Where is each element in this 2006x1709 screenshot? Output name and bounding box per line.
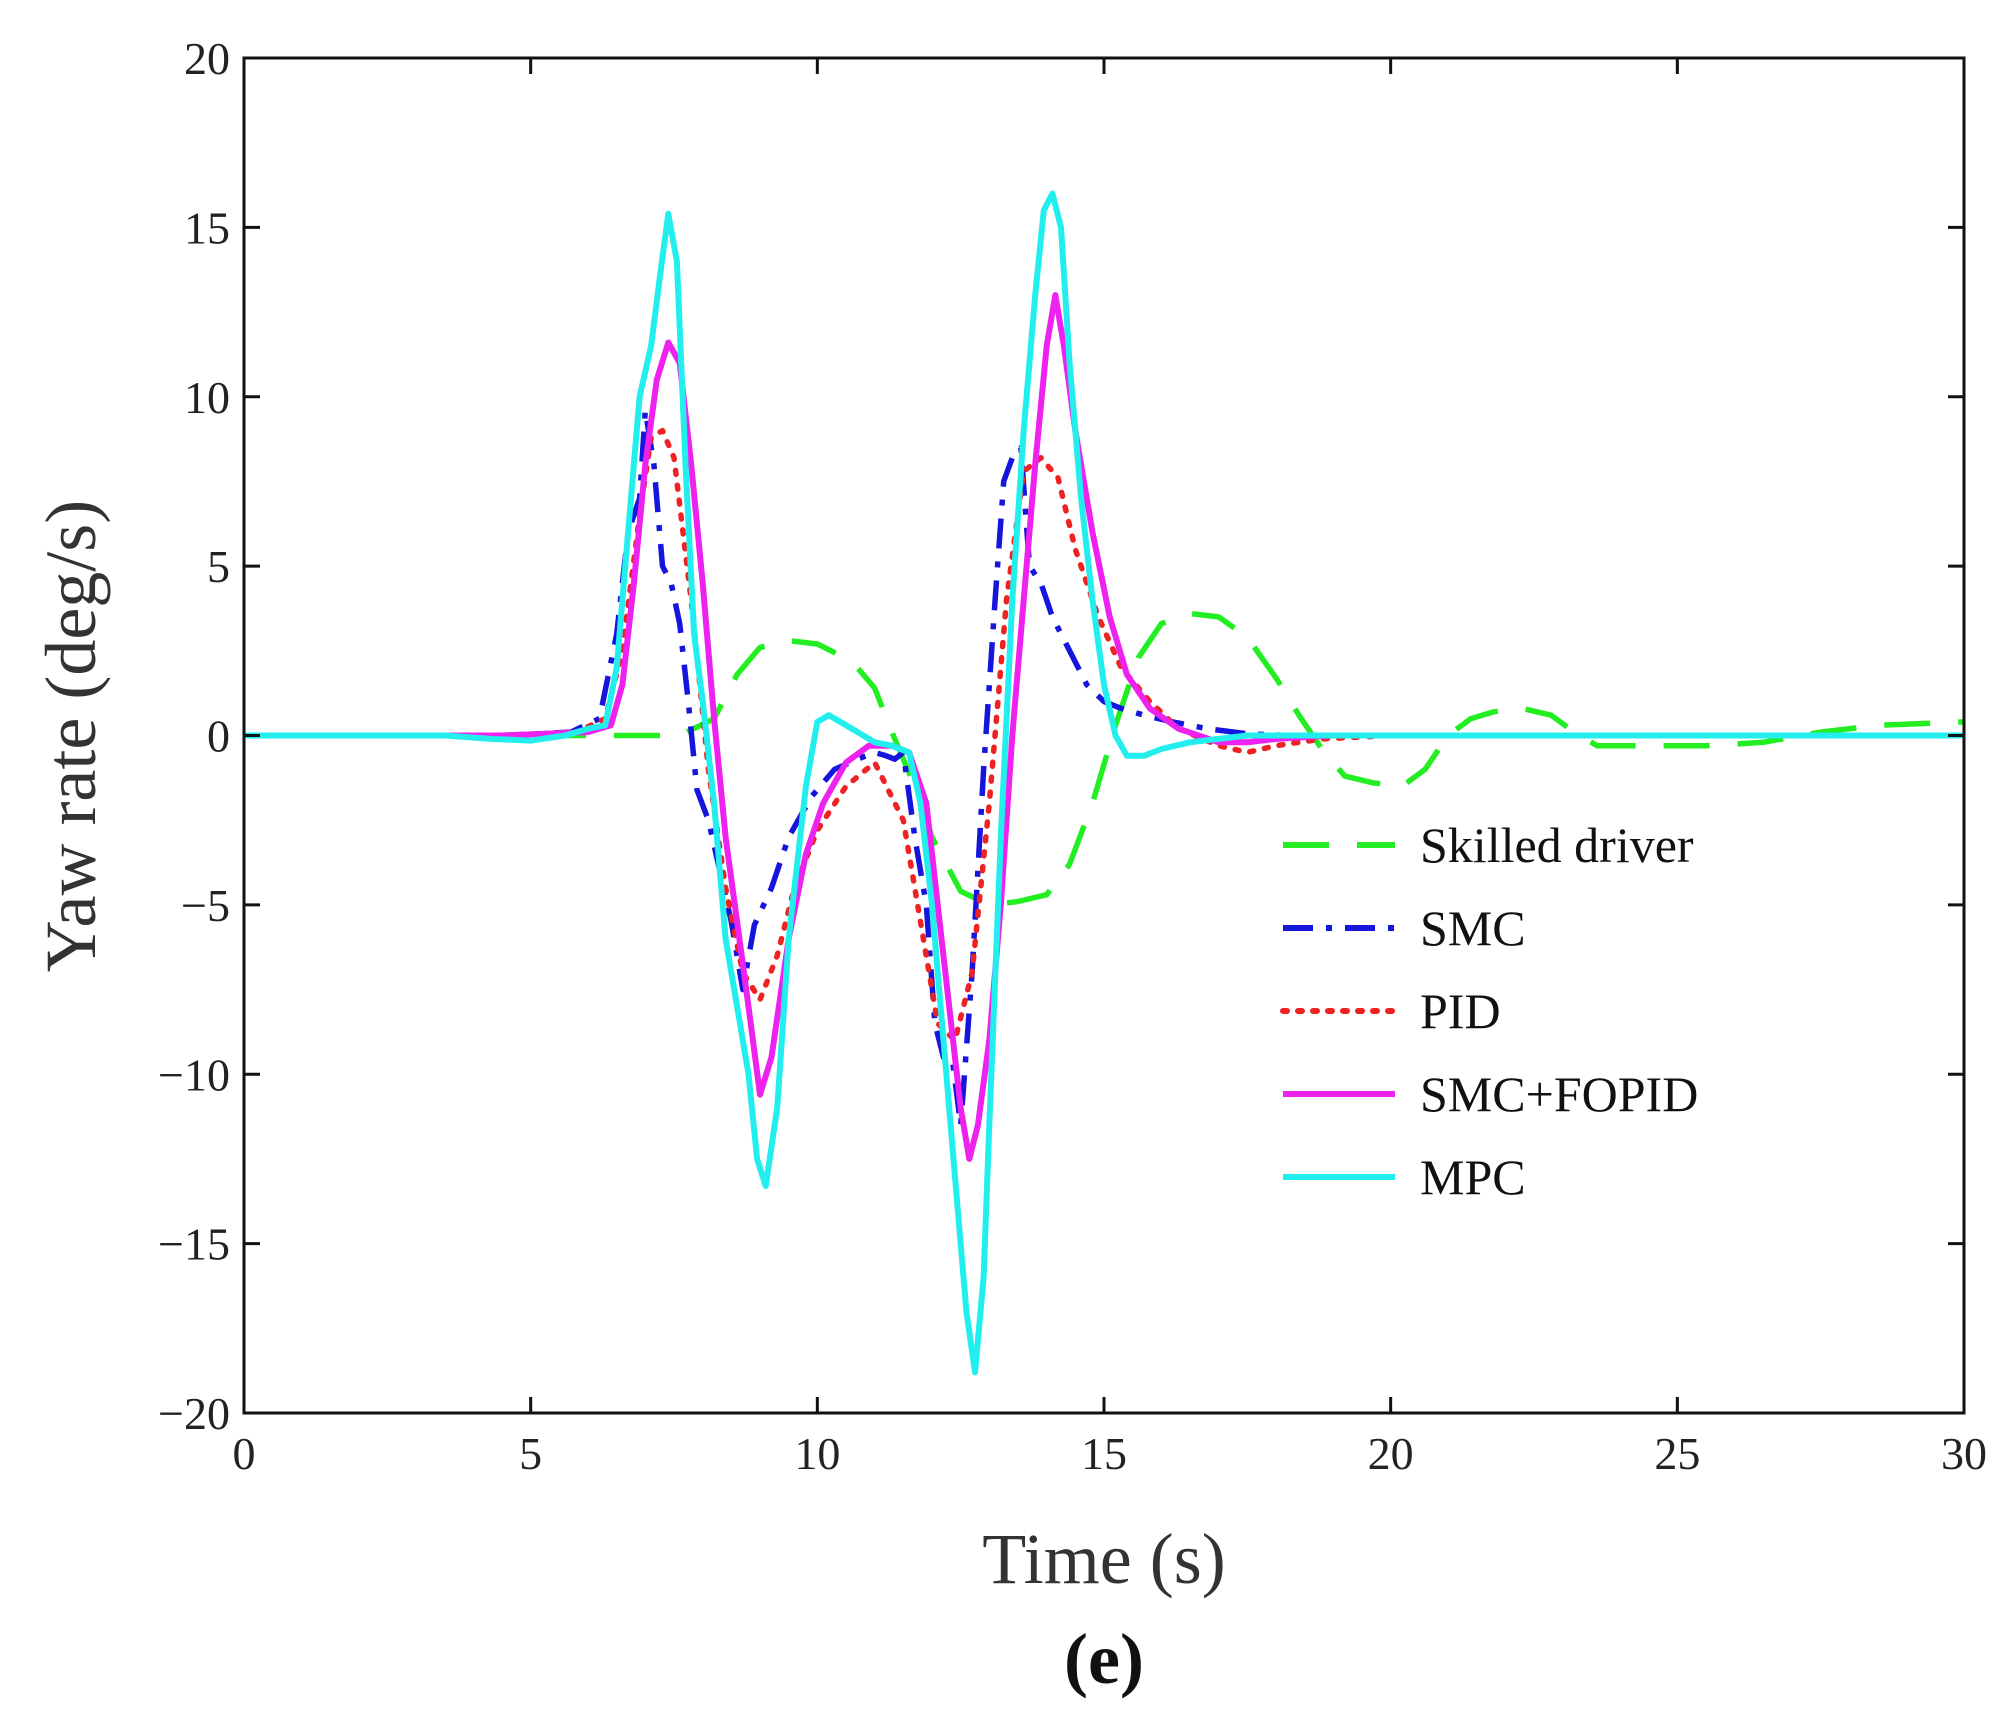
x-tick-label: 0 (233, 1428, 256, 1479)
legend-label: Skilled driver (1420, 817, 1694, 873)
y-tick-label: −20 (158, 1388, 230, 1439)
series-layer (244, 190, 1964, 1376)
y-tick-label: 5 (207, 541, 230, 592)
x-tick-label: 25 (1654, 1428, 1700, 1479)
figure-caption: (e) (1064, 1619, 1144, 1699)
x-tick-label: 20 (1368, 1428, 1414, 1479)
axes-layer: 0 5 10 15 20 25 30 −20 −15 −10 −5 0 5 10 15 20 (158, 33, 1987, 1479)
x-tick-label: 30 (1941, 1428, 1987, 1479)
series-line-mpc (244, 190, 1964, 1376)
y-tick-label: −15 (158, 1219, 230, 1270)
y-tick-label: 0 (207, 711, 230, 762)
y-tick-label: 10 (184, 372, 230, 423)
y-tick-label: −5 (181, 880, 230, 931)
y-tick-label: −10 (158, 1049, 230, 1100)
legend-label: SMC (1420, 900, 1526, 956)
series-line-skilled-driver (244, 610, 1964, 908)
x-tick-label: 10 (794, 1428, 840, 1479)
legend-label: PID (1420, 983, 1501, 1039)
x-tick-label: 15 (1081, 1428, 1127, 1479)
series-line-smc (244, 407, 1964, 1128)
legend-label: SMC+FOPID (1420, 1066, 1698, 1122)
y-tick-label: 15 (184, 202, 230, 253)
legend: Skilled driver SMC PID SMC+FOPID MPC (1280, 817, 1698, 1205)
x-axis-label: Time (s) (982, 1519, 1225, 1599)
x-tick-label: 5 (519, 1428, 542, 1479)
y-tick-label: 20 (184, 33, 230, 84)
legend-label: MPC (1420, 1149, 1526, 1205)
y-axis-label: Yaw rate (deg/s) (31, 500, 111, 973)
